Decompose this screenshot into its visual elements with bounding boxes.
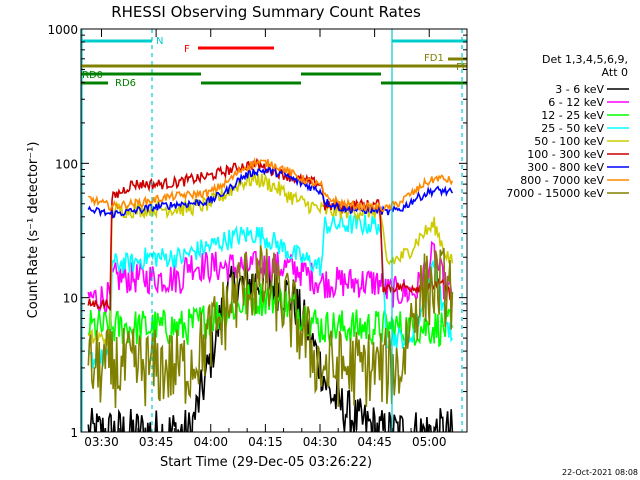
timestamp: 22-Oct-2021 08:08	[562, 468, 638, 477]
y-tick-label: 100	[55, 157, 78, 171]
series-line-7	[87, 165, 454, 219]
y-tick-label: 10	[63, 292, 78, 306]
legend-label: 3 - 6 keV	[555, 83, 604, 96]
y-tick-label: 1000	[47, 23, 78, 37]
x-tick-label: 03:30	[84, 435, 119, 449]
legend-label: 50 - 100 keV	[534, 135, 604, 148]
annotation-label-fd2: FD2	[456, 62, 476, 73]
annotation-label-rd6: RD6	[115, 78, 136, 89]
legend-label: 800 - 7000 keV	[520, 174, 604, 187]
chart-title: RHESSI Observing Summary Count Rates	[111, 3, 421, 21]
series-line-1	[87, 259, 454, 432]
x-tick-label: 04:00	[193, 435, 228, 449]
x-tick-label: 04:45	[357, 435, 392, 449]
legend-title: Det 1,3,4,5,6,9,	[542, 53, 628, 66]
x-tick-label: 04:15	[248, 435, 283, 449]
plot-frame	[80, 28, 468, 433]
annotation-label-rd0: RD0	[82, 70, 103, 81]
legend-label: 100 - 300 keV	[527, 148, 604, 161]
legend-title: Att 0	[602, 66, 628, 79]
annotation-label-n: N	[156, 36, 163, 47]
legend-label: 300 - 800 keV	[527, 161, 604, 174]
x-axis-label: Start Time (29-Dec-05 03:26:22)	[160, 455, 372, 470]
x-tick-label: 03:45	[139, 435, 174, 449]
overlay-layer: N F FD1 FD2 RD0 RD6	[81, 29, 476, 432]
x-axis-ticks: 03:30 03:45 04:00 04:15 04:30 04:45 05:00	[84, 29, 447, 449]
legend-label: 7000 - 15000 keV	[506, 187, 604, 200]
annotation-label-f: F	[184, 44, 190, 55]
y-axis-label: Count Rate (s⁻¹ detector⁻¹)	[26, 142, 41, 319]
series-layer	[87, 157, 454, 432]
x-tick-label: 04:30	[303, 435, 338, 449]
y-tick-label: 1	[70, 426, 78, 440]
annotation-label-fd1: FD1	[424, 53, 444, 64]
legend-label: 6 - 12 keV	[548, 96, 604, 109]
y-axis-ticks: 1 10 100 1000	[47, 23, 467, 440]
legend-label: 25 - 50 keV	[541, 122, 604, 135]
x-tick-label: 05:00	[412, 435, 447, 449]
legend-label: 12 - 25 keV	[541, 109, 604, 122]
